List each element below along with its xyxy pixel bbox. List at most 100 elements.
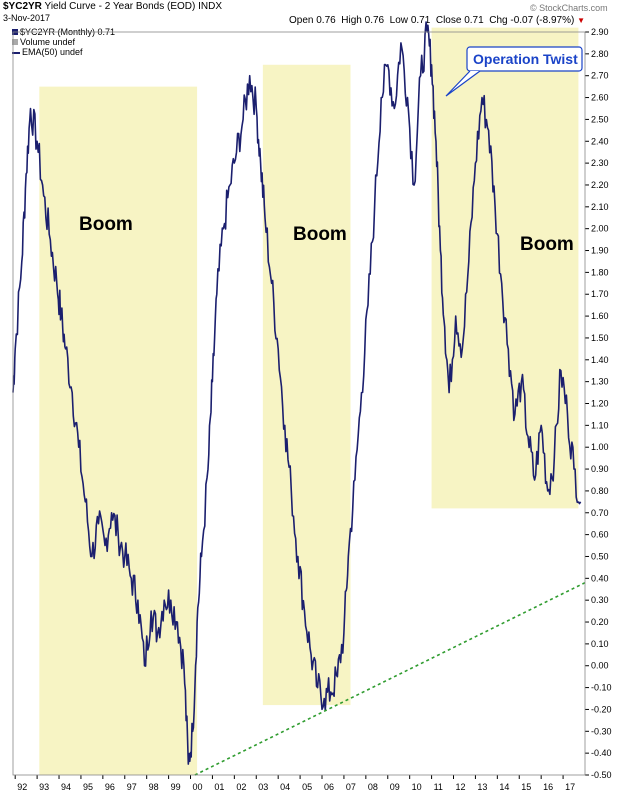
x-tick-label: 99 — [171, 782, 181, 792]
boom-zones — [39, 27, 579, 776]
y-tick-label: 2.40 — [591, 136, 609, 146]
legend-volume: Volume undef — [12, 37, 115, 47]
boom-zone-1 — [39, 86, 198, 776]
open-value: 0.76 — [316, 15, 336, 26]
open-label: Open — [289, 15, 314, 26]
x-tick-label: 06 — [324, 782, 334, 792]
y-tick-label: 0.60 — [591, 530, 609, 540]
y-tick-label: -0.30 — [591, 726, 612, 736]
x-tick-label: 04 — [280, 782, 290, 792]
x-tick-label: 09 — [390, 782, 400, 792]
x-tick-label: 13 — [477, 782, 487, 792]
x-tick-label: 12 — [456, 782, 466, 792]
x-tick-label: 05 — [302, 782, 312, 792]
operation-twist-callout-box — [466, 46, 583, 72]
y-tick-label: 1.40 — [591, 355, 609, 365]
chg-value: -0.07 (-8.97%) — [510, 15, 575, 26]
y-tick-label: 0.90 — [591, 464, 609, 474]
x-tick-label: 03 — [258, 782, 268, 792]
high-label: High — [341, 15, 362, 26]
y-tick-label: 2.70 — [591, 71, 609, 81]
low-label: Low — [389, 15, 409, 26]
x-tick-label: 98 — [149, 782, 159, 792]
boom-label-1: Boom — [79, 214, 133, 235]
x-tick-label: 11 — [434, 782, 443, 792]
close-value: 0.71 — [464, 15, 484, 26]
series-layer — [12, 21, 582, 765]
x-tick-label: 08 — [368, 782, 378, 792]
y-tick-label: 1.10 — [591, 420, 609, 430]
trendline-layer — [194, 581, 586, 776]
x-tick-label: 97 — [127, 782, 137, 792]
y-tick-label: 1.80 — [591, 267, 609, 277]
y-tick-label: 2.80 — [591, 49, 609, 59]
down-arrow-icon: ▼ — [577, 16, 585, 25]
x-tick-label: 94 — [61, 782, 71, 792]
x-tick-label: 10 — [412, 782, 422, 792]
y-tick-label: 0.40 — [591, 573, 609, 583]
x-tick-label: 07 — [346, 782, 356, 792]
close-label: Close — [435, 15, 462, 26]
y-tick-label: 2.10 — [591, 202, 609, 212]
y-tick-label: 1.30 — [591, 377, 609, 387]
y-tick-label: -0.20 — [591, 704, 612, 714]
x-tick-label: 14 — [499, 782, 509, 792]
x-tick-label: 02 — [236, 782, 246, 792]
y-tick-label: 2.20 — [591, 180, 609, 190]
boom-zone-2 — [262, 64, 351, 706]
boom-zone-3 — [431, 27, 579, 509]
operation-twist-label: Operation Twist — [473, 51, 578, 67]
chart-header-left: $YC2YR Yield Curve - 2 Year Bonds (EOD) … — [3, 1, 222, 12]
y-tick-label: 2.30 — [591, 158, 609, 168]
exchange: INDX — [198, 1, 223, 12]
operation-twist-callout-pointer — [445, 70, 481, 97]
legend-volume-swatch — [12, 39, 18, 45]
y-tick-label: 0.10 — [591, 639, 609, 649]
y-tick-label: 0.70 — [591, 508, 609, 518]
x-tick-label: 17 — [565, 782, 575, 792]
x-tick-label: 96 — [105, 782, 115, 792]
watermark: © StockCharts.com — [530, 3, 608, 13]
y-tick-label: 2.60 — [591, 93, 609, 103]
legend-ema-swatch — [12, 51, 20, 54]
y-tick-label: 1.00 — [591, 442, 609, 452]
x-tick-label: 00 — [193, 782, 203, 792]
chart-date: 3-Nov-2017 — [3, 13, 51, 23]
plot-frame — [12, 31, 586, 776]
ohlc-readout: Open 0.76 High 0.76 Low 0.71 Close 0.71 … — [289, 15, 585, 26]
legend-volume-label: Volume undef — [20, 37, 76, 47]
high-value: 0.76 — [364, 15, 385, 26]
legend-ema-label: EMA(50) undef — [22, 47, 83, 57]
y-tick-label: -0.10 — [591, 683, 612, 693]
support-trendline — [194, 581, 586, 776]
x-tick-label: 16 — [543, 782, 553, 792]
y-tick-label: 2.90 — [591, 27, 609, 37]
series-name: Yield Curve - 2 Year Bonds (EOD) — [44, 1, 196, 12]
x-tick-label: 01 — [214, 782, 224, 792]
y-tick-label: 0.30 — [591, 595, 609, 605]
chg-label: Chg — [489, 15, 508, 26]
y-tick-label: 1.60 — [591, 311, 609, 321]
y-tick-label: 0.00 — [591, 661, 609, 671]
y-tick-label: 1.50 — [591, 333, 609, 343]
y-tick-label: 2.50 — [591, 114, 609, 124]
yield-series-line — [12, 21, 582, 765]
y-tick-label: 1.20 — [591, 399, 609, 409]
annotations: Boom Boom Boom Operation Twist — [79, 46, 583, 255]
y-tick-label: 1.70 — [591, 289, 609, 299]
y-tick-label: -0.40 — [591, 748, 612, 758]
x-tick-label: 95 — [83, 782, 93, 792]
y-tick-label: 0.20 — [591, 617, 609, 627]
legend-ema: EMA(50) undef — [12, 47, 115, 57]
y-tick-label: 1.90 — [591, 246, 609, 256]
y-tick-label: -0.50 — [591, 770, 612, 780]
low-value: 0.71 — [410, 15, 431, 26]
x-tick-label: 15 — [521, 782, 531, 792]
boom-label-3: Boom — [520, 234, 574, 255]
symbol: $YC2YR — [3, 1, 42, 12]
y-tick-label: 0.50 — [591, 551, 609, 561]
x-tick-label: 93 — [39, 782, 49, 792]
x-tick-label: 92 — [17, 782, 27, 792]
boom-label-2: Boom — [293, 224, 347, 245]
